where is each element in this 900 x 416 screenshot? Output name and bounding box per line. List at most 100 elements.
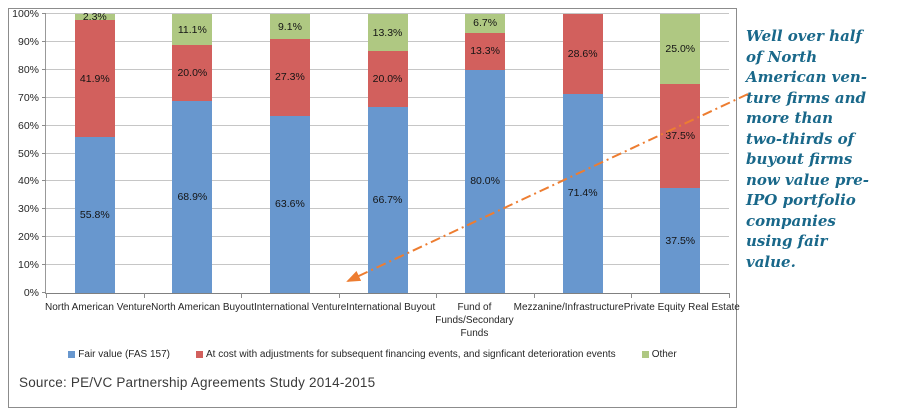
bar-slot: 80.0% 13.3% 6.7% — [436, 14, 534, 293]
stacked-bar: 80.0% 13.3% 6.7% — [465, 14, 506, 293]
y-axis-tick — [42, 180, 46, 182]
x-axis-tick — [46, 293, 47, 298]
bar-segment: 11.1% — [172, 14, 213, 45]
x-axis-category-label: Private Equity Real Estate — [623, 302, 740, 313]
y-axis-tick — [42, 236, 46, 238]
stacked-bar: 68.9% 20.0% 11.1% — [172, 14, 213, 293]
x-axis-tick — [631, 293, 633, 298]
annotation-line: two-thirds of — [746, 129, 855, 148]
bar-segment: 20.0% — [367, 51, 408, 107]
x-label-slot: Mezzanine/Infrastructure — [514, 301, 624, 340]
annotation-line: ture firms and — [746, 88, 866, 107]
annotation-line: companies — [746, 211, 836, 230]
x-label-slot: North American Venture — [45, 301, 151, 340]
annotation-line: now value pre- — [746, 170, 870, 189]
x-axis-category-label: International Buyout — [346, 302, 436, 313]
x-axis-tick — [241, 293, 243, 298]
x-axis-tick — [338, 293, 340, 298]
legend-label: At cost with adjustments for subsequent … — [206, 349, 616, 360]
annotation-line: American ven- — [746, 68, 868, 86]
legend-swatch-icon — [641, 351, 649, 358]
x-label-slot: Private Equity Real Estate — [624, 301, 740, 340]
annotation-line: more than — [746, 109, 834, 127]
stacked-bar: 63.6% 27.3% 9.1% — [269, 14, 310, 293]
bar-segment-value: 20.0% — [177, 66, 208, 79]
x-axis-tick — [729, 293, 730, 298]
stacked-bar: 55.8% 41.9% 2.3% — [74, 11, 115, 293]
legend-item: At cost with adjustments for subsequent … — [196, 349, 616, 360]
bar-segment-value: 20.0% — [372, 73, 403, 86]
annotation-line: value. — [746, 252, 796, 271]
annotation-text: Well over half of North American ven-ture … — [746, 26, 898, 272]
bar-series: 55.8% 41.9% 2.3% 68.9% 20.0% 11.1% 63.6% 27.3% 9… — [46, 11, 729, 293]
stacked-bar: 66.7% 20.0% 13.3% — [367, 14, 408, 293]
bar-segment: 68.9% — [172, 100, 213, 293]
annotation-line: IPO portfolio — [746, 191, 856, 209]
bar-segment: 2.3% — [74, 11, 115, 24]
bar-segment: 66.7% — [367, 106, 408, 293]
stacked-bar: 37.5% 37.5% 25.0% — [660, 14, 701, 293]
bar-segment: 80.0% — [465, 69, 506, 293]
y-axis-tick — [42, 68, 46, 70]
bar-segment: 6.7% — [465, 14, 506, 33]
bar-segment-value: 28.6% — [567, 47, 598, 60]
legend-label: Fair value (FAS 157) — [78, 349, 170, 360]
bar-segment-value: 37.5% — [665, 234, 696, 247]
x-axis-tick — [143, 293, 145, 298]
bar-segment-value: 41.9% — [79, 72, 110, 85]
x-axis-tick — [436, 293, 438, 298]
bar-segment-value: 2.3% — [82, 11, 107, 24]
legend-item: Fair value (FAS 157) — [68, 349, 170, 360]
y-axis-tick-label: 90% — [17, 35, 39, 48]
bar-segment-value: 25.0% — [665, 42, 696, 55]
bar-segment-value: 13.3% — [470, 45, 500, 58]
bar-segment-value: 71.4% — [567, 187, 598, 200]
y-axis-tick — [42, 124, 46, 126]
chart-figure: 0% 10% 20% 30% 40% 50% 60% 70% 80% 90% 100% 55.8% 4… — [8, 8, 740, 408]
bar-segment-value: 66.7% — [372, 193, 403, 206]
x-label-slot: Fund of Funds/Secondary Funds — [435, 301, 513, 340]
bar-segment-value: 9.1% — [277, 20, 302, 33]
annotation-line: buyout firms — [746, 150, 853, 168]
x-label-slot: International Venture — [254, 301, 346, 340]
x-axis-category-label: North American Venture — [45, 302, 152, 313]
y-axis-tick-label: 70% — [17, 91, 39, 104]
bar-segment-value: 6.7% — [473, 17, 498, 30]
bar-segment: 13.3% — [367, 14, 408, 52]
y-axis-tick — [42, 264, 46, 266]
bar-segment: 20.0% — [172, 44, 213, 101]
x-label-slot: International Buyout — [346, 301, 435, 340]
x-axis-category-label: North American Buyout — [151, 302, 254, 313]
bar-segment-value: 13.3% — [372, 26, 403, 39]
annotation-line: of North — [746, 47, 818, 66]
y-axis-tick-label: 20% — [17, 231, 39, 244]
bar-segment-value: 80.0% — [470, 175, 500, 188]
gridline — [46, 13, 729, 14]
legend-label: Other — [651, 349, 677, 360]
y-axis-tick — [42, 40, 46, 42]
y-axis-tick-label: 60% — [17, 119, 39, 132]
bar-slot: 68.9% 20.0% 11.1% — [144, 14, 242, 293]
y-axis-tick — [42, 292, 46, 293]
stacked-bar: 71.4% 28.6% — [562, 14, 603, 293]
bar-segment: 9.1% — [269, 14, 310, 40]
x-axis-tick — [533, 293, 535, 298]
bar-slot: 55.8% 41.9% 2.3% — [46, 11, 144, 293]
bar-slot: 63.6% 27.3% 9.1% — [241, 14, 339, 293]
plot-area: 0% 10% 20% 30% 40% 50% 60% 70% 80% 90% 100% 55.8% 4… — [12, 8, 730, 299]
bar-segment-value: 68.9% — [177, 190, 208, 203]
bar-segment: 37.5% — [660, 83, 701, 189]
bar-slot: 71.4% 28.6% — [534, 14, 632, 293]
y-axis-tick-label: 50% — [17, 147, 39, 160]
x-axis-category-label: Fund of Funds/Secondary Funds — [435, 302, 514, 339]
bar-segment: 55.8% — [74, 137, 115, 293]
source-note: Source: PE/VC Partnership Agreements Stu… — [19, 375, 376, 390]
bar-segment: 71.4% — [562, 93, 603, 293]
annotation-line: Well over half — [746, 27, 862, 45]
y-axis-tick-label: 40% — [17, 175, 39, 188]
x-label-slot: North American Buyout — [151, 301, 254, 340]
y-axis-tick-label: 80% — [17, 63, 39, 76]
bar-slot: 37.5% 37.5% 25.0% — [631, 14, 729, 293]
bar-segment-value: 11.1% — [177, 23, 207, 36]
y-axis-tick — [42, 208, 46, 210]
